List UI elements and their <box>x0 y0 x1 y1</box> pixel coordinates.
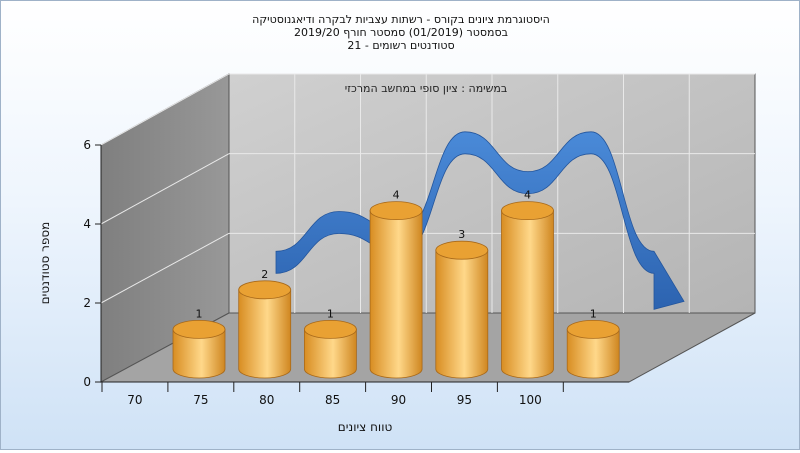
y-tick-label: 0 <box>83 375 91 389</box>
bar-top <box>501 201 554 221</box>
bar-value-label: 4 <box>393 189 400 202</box>
bar-top <box>566 319 620 339</box>
bar-value-label: 4 <box>524 189 531 202</box>
x-tick-label: 75 <box>193 393 208 407</box>
axes: 0 2 4 6 70 75 80 85 90 95 100 <box>83 138 629 407</box>
y-axis-label: מספר סטודנטים <box>38 222 52 305</box>
bar: 4 <box>501 189 554 379</box>
x-tick-label: 80 <box>259 393 274 407</box>
bar-value-label: 2 <box>261 268 268 281</box>
gridlines <box>100 73 755 313</box>
bar-value-label: 3 <box>458 228 465 241</box>
chart-subtitle: במשימה : ציון סופי במחשב המרכזי <box>345 82 508 95</box>
bar: 1 <box>172 307 226 379</box>
bar: 1 <box>303 307 357 379</box>
bar-value-label: 1 <box>327 307 334 320</box>
bar-body <box>435 249 489 379</box>
gridline-diagonal <box>100 232 230 304</box>
bar-top <box>172 319 226 339</box>
bar: 4 <box>369 189 423 379</box>
y-tick-label: 6 <box>83 138 91 152</box>
bar-series: 1 2 1 4 3 4 1 <box>172 189 620 379</box>
bar-top <box>238 280 292 300</box>
x-tick-label: 70 <box>127 393 142 407</box>
y-tick-label: 2 <box>83 296 91 310</box>
bar-value-label: 1 <box>590 307 597 320</box>
bar-top <box>435 240 489 260</box>
x-tick-label: 95 <box>457 393 472 407</box>
x-tick-label: 100 <box>519 393 542 407</box>
bar-body <box>566 329 620 379</box>
bar-body <box>501 210 554 379</box>
chart-title-line-3: סטודנטים רשומים - 21 <box>347 39 454 52</box>
bar-top <box>303 319 357 339</box>
bar: 2 <box>238 268 292 379</box>
bar-top <box>369 201 423 221</box>
x-axis-label: טווח ציונים <box>338 420 393 434</box>
y-tick-label: 4 <box>83 217 91 231</box>
bar-body <box>172 329 226 379</box>
x-tick-label: 90 <box>391 393 406 407</box>
chart-title-line-1: היסטוגרמת ציונים בקורס - רשתות עצביות לב… <box>252 13 550 26</box>
bar: 3 <box>435 228 489 379</box>
bar-body <box>304 329 357 379</box>
bar-value-label: 1 <box>196 307 203 320</box>
x-tick-label: 85 <box>325 393 340 407</box>
chart-title-line-2: בסמסטר (01/2019) סמסטר חורף 2019/20 <box>294 26 508 39</box>
gridline-diagonal <box>100 73 230 146</box>
bar-body <box>369 210 423 379</box>
bar: 1 <box>566 307 620 379</box>
gridline-diagonal <box>100 153 230 225</box>
bar-body <box>238 289 292 379</box>
